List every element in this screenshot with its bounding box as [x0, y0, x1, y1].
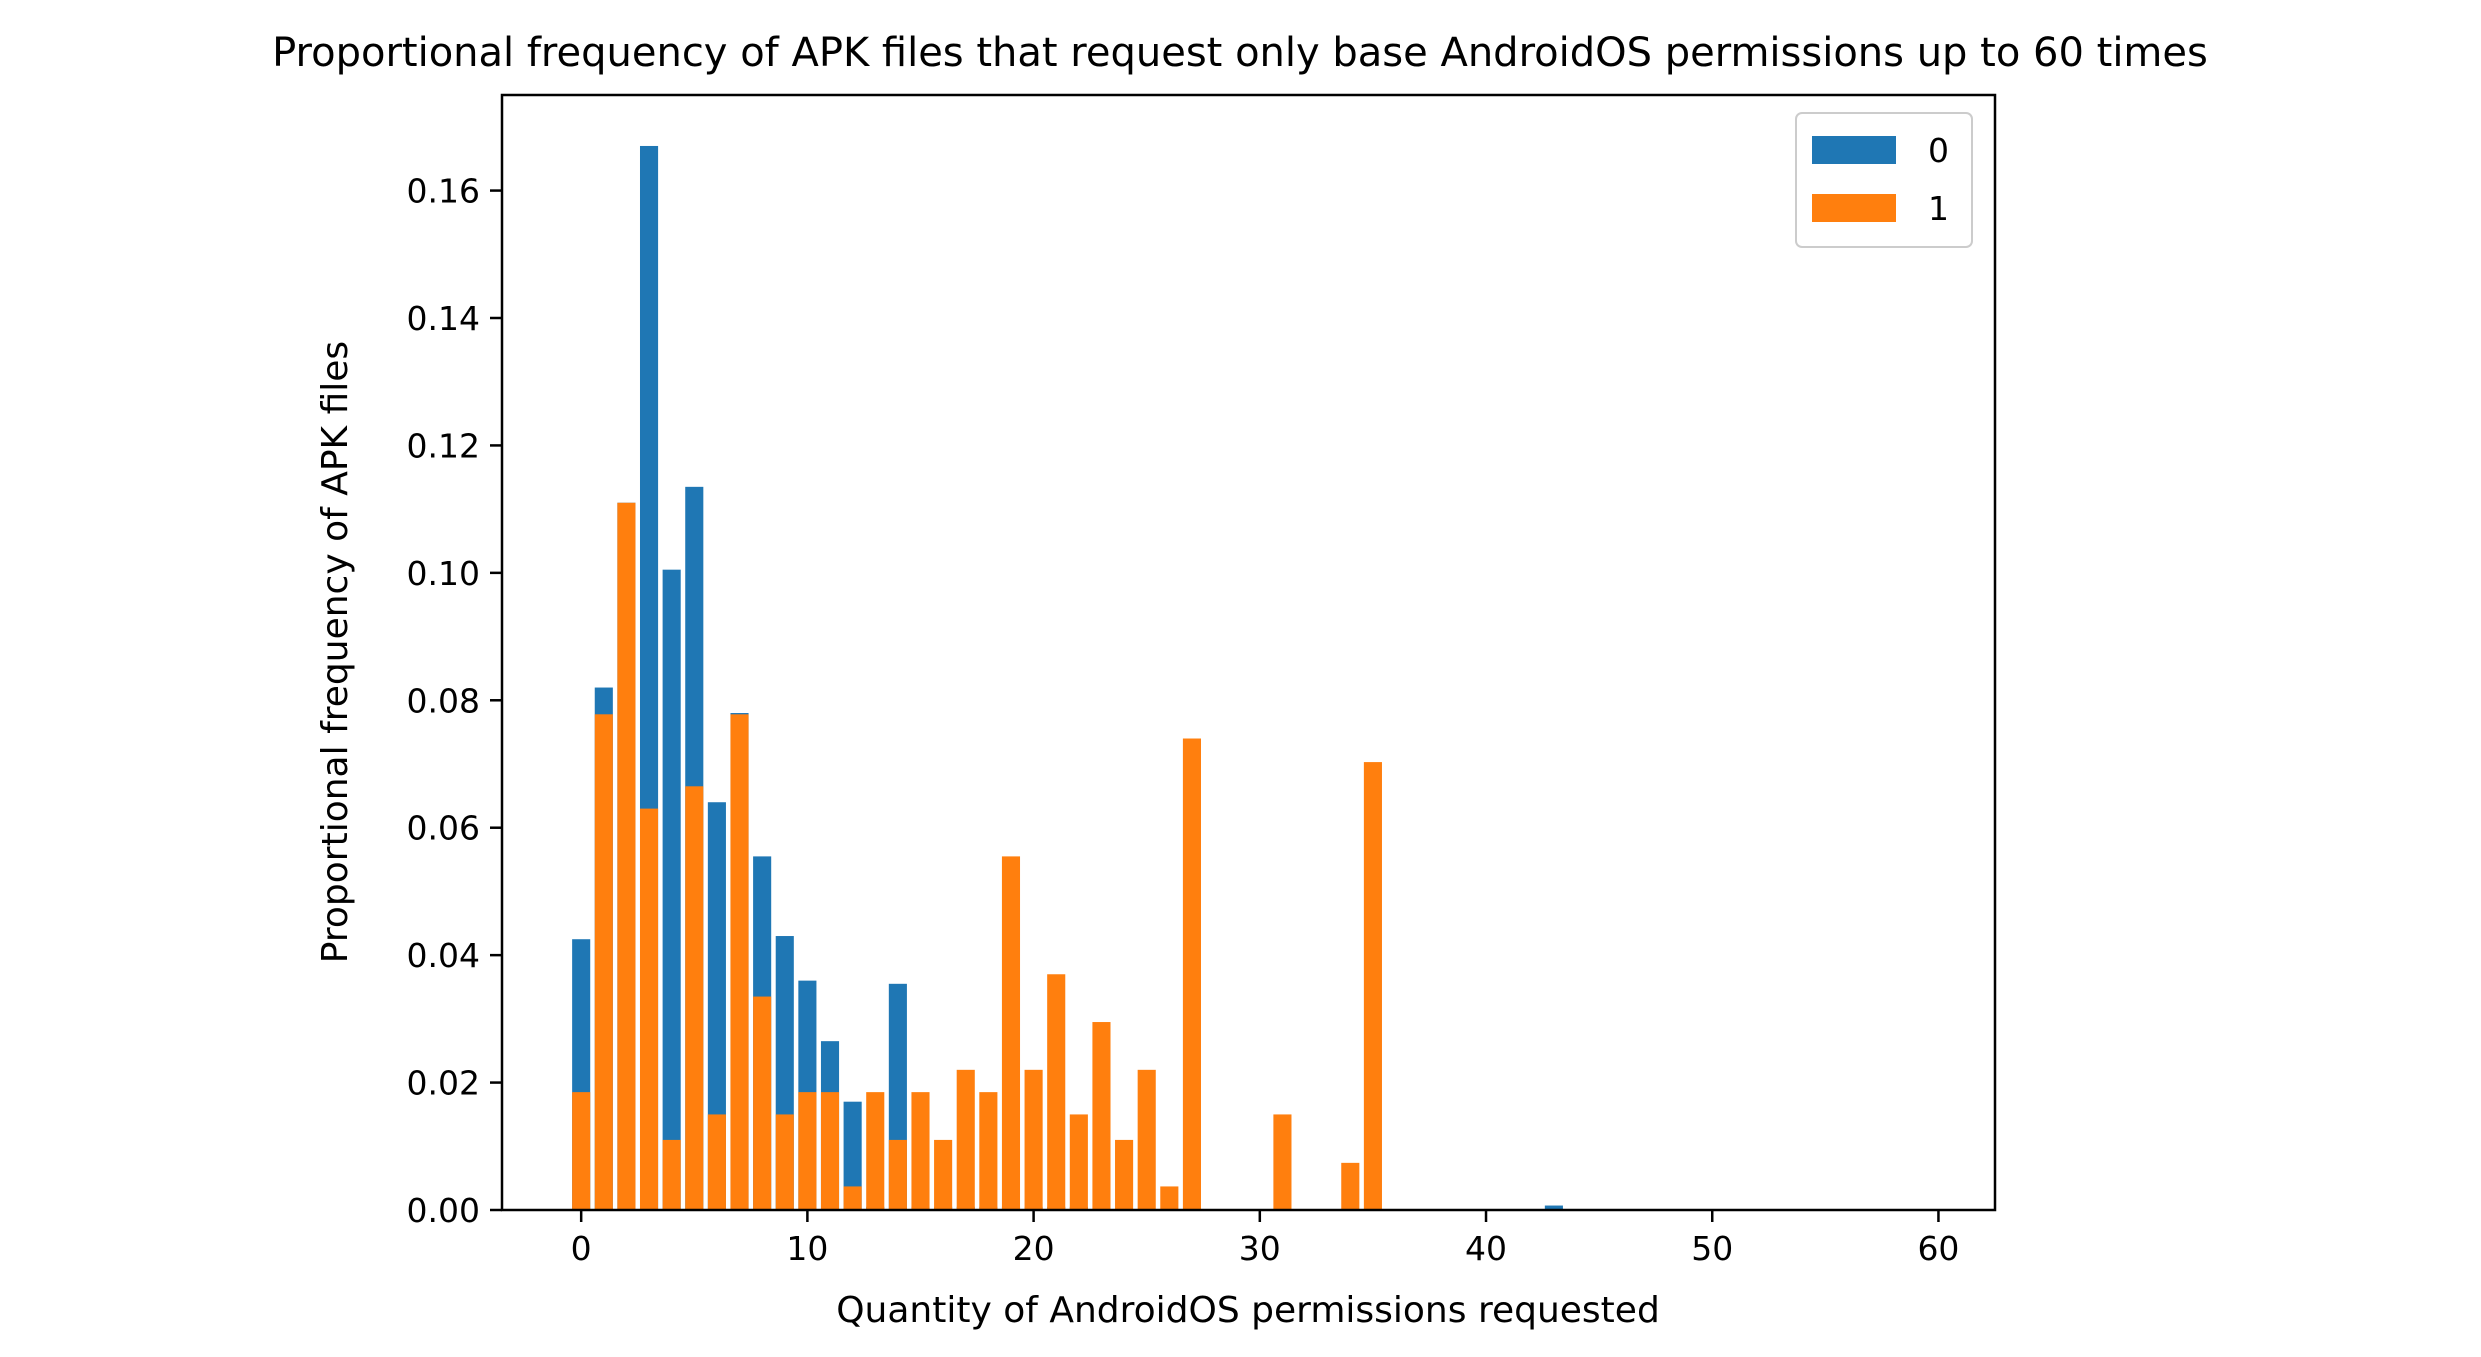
axes-frame — [500, 93, 1997, 1212]
y-tick-label-0: 0.00 — [407, 1191, 480, 1230]
bar-series-1-x-9 — [775, 1114, 794, 1210]
bar-series-0-x-6 — [707, 802, 726, 1210]
bar-series-1-x-5 — [685, 786, 704, 1210]
bar-series-1-x-16 — [934, 1139, 953, 1210]
bar-series-0-x-43 — [1544, 1205, 1563, 1210]
bar-series-1-x-18 — [979, 1092, 998, 1210]
bar-series-1-x-27 — [1182, 738, 1201, 1210]
bar-series-1-x-11 — [820, 1092, 840, 1210]
x-tick-label-60: 60 — [1917, 1229, 1959, 1268]
bar-series-1-x-7 — [730, 714, 749, 1210]
y-tick-label-2: 0.04 — [407, 936, 480, 975]
bar-series-1-x-17 — [956, 1069, 975, 1210]
x-axis-label: Quantity of AndroidOS permissions reques… — [836, 1290, 1660, 1331]
y-tick-label-6: 0.12 — [407, 426, 480, 465]
x-axis: 0 10 20 30 40 50 60 — [571, 1210, 1959, 1268]
x-tick-label-10: 10 — [786, 1229, 828, 1268]
bar-series-1-x-4 — [662, 1139, 681, 1210]
legend-label-series-0: 0 — [1928, 131, 1949, 170]
bar-series-1-x-10 — [798, 1092, 817, 1210]
bar-series-1-x-35 — [1363, 762, 1382, 1210]
legend: 0 1 — [1795, 112, 1973, 248]
bar-series-1-x-34 — [1341, 1162, 1360, 1210]
bar-series-1-x-22 — [1069, 1114, 1088, 1210]
bar-series-1-x-25 — [1137, 1069, 1156, 1210]
bar-series-0-x-4 — [662, 569, 681, 1210]
bar-series-1-x-0 — [572, 1092, 591, 1210]
y-tick-label-1: 0.02 — [407, 1064, 480, 1103]
y-tick-label-4: 0.08 — [407, 681, 480, 720]
y-tick-label-3: 0.06 — [407, 809, 480, 848]
x-tick-label-40: 40 — [1465, 1229, 1507, 1268]
x-tick-label-0: 0 — [571, 1229, 592, 1268]
bar-series-1-x-2 — [617, 502, 636, 1210]
bar-series-1-x-13 — [866, 1092, 885, 1210]
bar-series-1-x-14 — [888, 1139, 907, 1210]
bar-series-1-x-21 — [1047, 974, 1066, 1210]
bar-series-1-x-31 — [1273, 1114, 1292, 1210]
bars-group — [572, 145, 1563, 1211]
bar-series-1-x-15 — [911, 1092, 930, 1210]
bar-series-1-x-23 — [1092, 1022, 1111, 1210]
x-tick-label-30: 30 — [1239, 1229, 1281, 1268]
legend-swatch-series-1 — [1812, 194, 1896, 222]
y-axis: 0.00 0.02 0.04 0.06 0.08 0.10 0.12 0.14 0.16 — [407, 172, 502, 1230]
bar-series-1-x-20 — [1024, 1069, 1043, 1210]
bar-series-1-x-3 — [639, 808, 659, 1210]
bar-series-1-x-1 — [594, 714, 613, 1210]
bar-series-0-x-12 — [843, 1101, 862, 1210]
legend-swatch-series-0 — [1812, 136, 1896, 164]
bar-series-1-x-6 — [707, 1114, 726, 1210]
bar-series-1-x-8 — [753, 996, 772, 1210]
bar-series-1-x-26 — [1160, 1186, 1179, 1210]
x-tick-label-20: 20 — [1013, 1229, 1055, 1268]
y-tick-label-7: 0.14 — [407, 299, 480, 338]
y-axis-label: Proportional frequency of APK files — [315, 341, 356, 963]
x-tick-label-50: 50 — [1691, 1229, 1733, 1268]
bar-series-1-x-19 — [1001, 856, 1021, 1210]
legend-label-series-1: 1 — [1928, 189, 1949, 228]
bar-series-1-x-24 — [1115, 1139, 1134, 1210]
y-tick-label-5: 0.10 — [407, 554, 480, 593]
bar-series-1-x-12 — [843, 1186, 862, 1210]
y-tick-label-8: 0.16 — [407, 172, 480, 211]
chart-title: Proportional frequency of APK files that… — [272, 30, 2208, 76]
